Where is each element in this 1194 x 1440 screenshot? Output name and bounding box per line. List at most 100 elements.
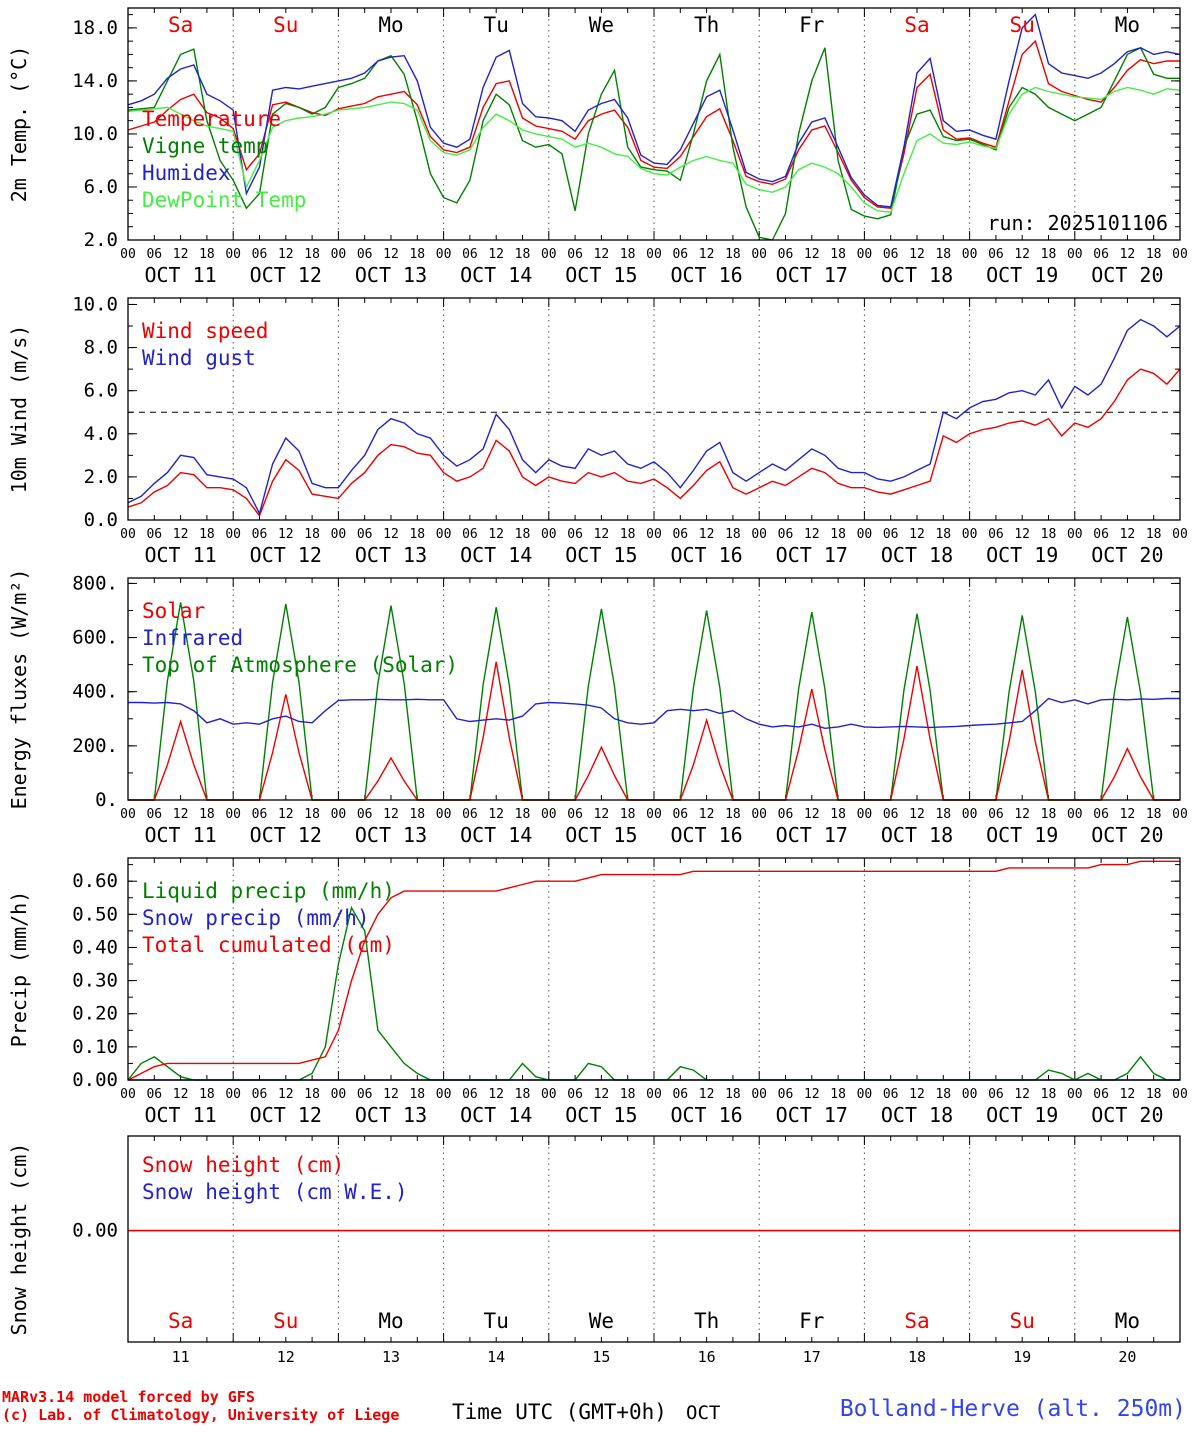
day-label-bottom: Su xyxy=(1010,1309,1035,1333)
svg-text:10.0: 10.0 xyxy=(72,293,118,315)
wind-speed-legend: Wind speed xyxy=(142,319,268,343)
wind-panel: 0.0 2.0 4.0 6.0 8.0 10.0 Wind speed Wind gust 00… xyxy=(7,293,1188,567)
date-label: OCT 11 xyxy=(144,263,216,287)
svg-text:0.60: 0.60 xyxy=(72,870,118,892)
svg-text:8.0: 8.0 xyxy=(84,337,118,359)
date-label: OCT 15 xyxy=(565,1103,637,1127)
svg-text:18: 18 xyxy=(935,807,951,822)
day-labels-bottom: Sa Su Mo Tu We Th Fr Sa Su Mo xyxy=(168,1309,1140,1333)
svg-text:00: 00 xyxy=(646,1087,662,1102)
date-label: OCT 12 xyxy=(250,823,322,847)
svg-text:00: 00 xyxy=(331,527,347,542)
svg-text:12: 12 xyxy=(173,807,189,822)
vigne-temp-legend: Vigne temp xyxy=(142,134,268,158)
svg-text:12: 12 xyxy=(278,807,294,822)
svg-text:00: 00 xyxy=(751,1087,767,1102)
svg-text:18: 18 xyxy=(304,247,320,262)
svg-text:06: 06 xyxy=(462,1087,478,1102)
total-cumulated-cm-legend: Total cumulated (cm) xyxy=(142,933,395,957)
svg-text:18: 18 xyxy=(304,807,320,822)
date-label: OCT 17 xyxy=(776,823,848,847)
date-label: OCT 14 xyxy=(460,1103,532,1127)
svg-text:00: 00 xyxy=(120,807,136,822)
svg-text:00: 00 xyxy=(1067,1087,1083,1102)
date-label: OCT 15 xyxy=(565,823,637,847)
plot-border xyxy=(127,857,1181,1081)
infrared-line xyxy=(128,697,1180,730)
svg-text:06: 06 xyxy=(252,527,268,542)
svg-text:06: 06 xyxy=(778,527,794,542)
axis-ticks xyxy=(127,8,1181,241)
svg-text:06: 06 xyxy=(1093,1087,1109,1102)
svg-text:12: 12 xyxy=(1120,247,1136,262)
date-label: OCT 15 xyxy=(565,543,637,567)
day-labels-top: Sa Su Mo Tu We Th Fr Sa Su Mo xyxy=(168,13,1140,37)
svg-text:06: 06 xyxy=(357,807,373,822)
day-number: 15 xyxy=(592,1348,610,1366)
svg-text:06: 06 xyxy=(146,807,162,822)
svg-text:6.0: 6.0 xyxy=(84,176,118,198)
svg-text:00: 00 xyxy=(436,807,452,822)
svg-text:0.10: 0.10 xyxy=(72,1036,118,1058)
svg-text:12: 12 xyxy=(699,247,715,262)
svg-text:12: 12 xyxy=(488,247,504,262)
date-label: OCT 12 xyxy=(250,1103,322,1127)
svg-text:18: 18 xyxy=(830,247,846,262)
date-label: OCT 12 xyxy=(250,543,322,567)
svg-text:12: 12 xyxy=(804,247,820,262)
date-label: OCT 15 xyxy=(565,263,637,287)
day-number: 11 xyxy=(172,1348,190,1366)
svg-text:0.30: 0.30 xyxy=(72,970,118,992)
day-label-top: Tu xyxy=(484,13,509,37)
date-label: OCT 13 xyxy=(355,263,427,287)
svg-text:12: 12 xyxy=(909,807,925,822)
wind-speed-line xyxy=(127,368,1181,518)
date-label: OCT 19 xyxy=(986,543,1058,567)
svg-text:06: 06 xyxy=(357,1087,373,1102)
temperature-legend: Temperature xyxy=(142,107,281,131)
svg-text:00: 00 xyxy=(225,247,241,262)
date-label: OCT 18 xyxy=(881,263,953,287)
energy-flux-panel: 0. 200. 400. 600. 800. Solar Infrared Top of At… xyxy=(7,572,1188,847)
svg-text:00: 00 xyxy=(541,807,557,822)
date-label: OCT 16 xyxy=(670,1103,742,1127)
svg-text:00: 00 xyxy=(751,527,767,542)
svg-text:12: 12 xyxy=(278,1087,294,1102)
plot-border xyxy=(127,577,1181,801)
date-label: OCT 14 xyxy=(460,823,532,847)
y-tick-labels: 2.0 6.0 10.0 14.0 18.0 xyxy=(72,17,118,251)
svg-text:12: 12 xyxy=(804,807,820,822)
svg-text:18: 18 xyxy=(1146,527,1162,542)
svg-text:12: 12 xyxy=(173,1087,189,1102)
svg-text:00: 00 xyxy=(541,247,557,262)
day-label-bottom: Mo xyxy=(1115,1309,1140,1333)
svg-text:00: 00 xyxy=(436,527,452,542)
svg-text:06: 06 xyxy=(252,247,268,262)
svg-text:06: 06 xyxy=(672,247,688,262)
svg-text:18: 18 xyxy=(1146,807,1162,822)
date-labels: OCT 11 OCT 12 OCT 13 OCT 14 OCT 15 OCT 16 OCT … xyxy=(144,263,1163,287)
svg-text:00: 00 xyxy=(1172,527,1188,542)
date-label: OCT 11 xyxy=(144,823,216,847)
temperature-panel: 2.0 6.0 10.0 14.0 18.0 Temperature Vigne temp H… xyxy=(7,7,1188,287)
date-label: OCT 16 xyxy=(670,263,742,287)
svg-text:06: 06 xyxy=(988,247,1004,262)
svg-text:12: 12 xyxy=(383,1087,399,1102)
svg-text:00: 00 xyxy=(1067,807,1083,822)
svg-text:00: 00 xyxy=(646,527,662,542)
date-label: OCT 19 xyxy=(986,263,1058,287)
day-label-top: Mo xyxy=(1115,13,1140,37)
plot-border xyxy=(127,7,1181,241)
svg-text:12: 12 xyxy=(278,527,294,542)
svg-text:00: 00 xyxy=(436,1087,452,1102)
svg-text:12: 12 xyxy=(1014,247,1030,262)
svg-text:18: 18 xyxy=(935,1087,951,1102)
svg-text:12: 12 xyxy=(909,247,925,262)
top-of-atmosphere-solar-line xyxy=(128,602,1180,801)
svg-text:12: 12 xyxy=(804,527,820,542)
date-label: OCT 14 xyxy=(460,263,532,287)
day-number: 14 xyxy=(487,1348,505,1366)
y-tick-labels: 0.00 0.10 0.20 0.30 0.40 0.50 0.60 xyxy=(72,870,118,1091)
date-label: OCT 20 xyxy=(1091,263,1163,287)
svg-text:06: 06 xyxy=(567,247,583,262)
